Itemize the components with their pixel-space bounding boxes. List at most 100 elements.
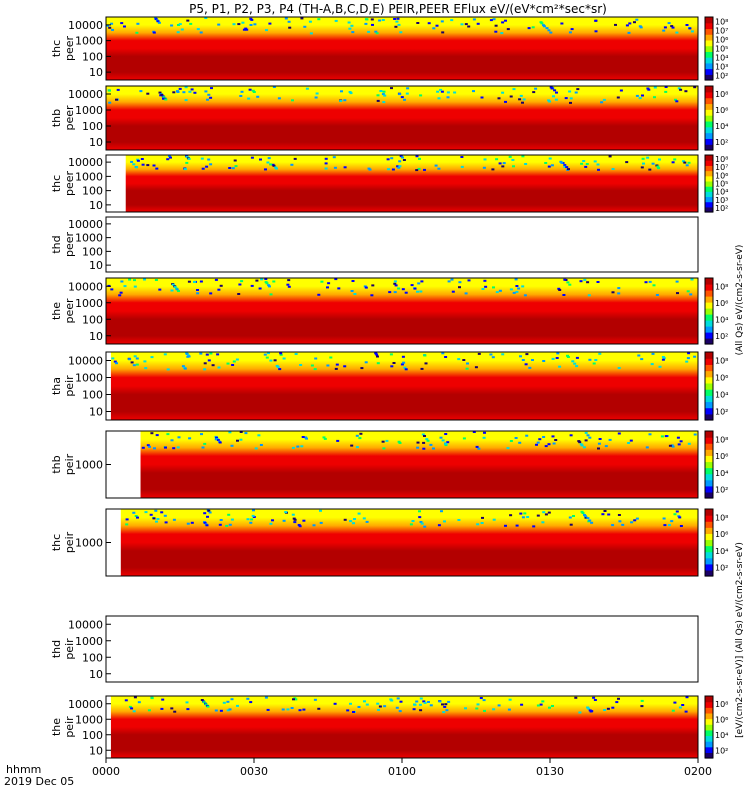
y-tick-label: 1000	[75, 372, 103, 385]
colorbar-swatch	[705, 718, 713, 725]
noise-pixel	[491, 356, 495, 359]
noise-pixel	[457, 519, 461, 521]
noise-pixel	[524, 163, 528, 165]
noise-pixel	[465, 367, 469, 370]
noise-pixel	[464, 292, 468, 295]
colorbar: 10² 10⁴ 10⁶ 10⁸	[704, 85, 728, 151]
noise-pixel	[187, 280, 191, 283]
noise-pixel	[635, 94, 639, 97]
noise-pixel	[136, 516, 139, 519]
colorbar: 10² 10⁴ 10⁶ 10⁸	[704, 508, 728, 577]
noise-pixel	[422, 441, 426, 444]
noise-pixel	[611, 291, 615, 294]
panel-frame	[105, 16, 699, 81]
noise-pixel	[225, 524, 229, 527]
noise-pixel	[248, 88, 252, 91]
noise-pixel	[646, 156, 650, 159]
noise-pixel	[350, 290, 354, 292]
noise-pixel	[688, 27, 692, 30]
noise-pixel	[540, 22, 544, 25]
noise-pixel	[614, 23, 617, 26]
noise-pixel	[588, 709, 592, 712]
panel-10: 10 100 1000 10000 thepeir 10² 10⁴ 10⁶ 10⁸	[50, 695, 728, 759]
noise-pixel	[519, 355, 522, 358]
noise-pixel	[172, 518, 176, 521]
noise-pixel	[593, 160, 597, 163]
noise-pixel	[144, 511, 148, 514]
noise-pixel	[483, 158, 487, 161]
noise-pixel	[509, 288, 513, 291]
noise-pixel	[324, 167, 328, 170]
noise-pixel	[314, 96, 318, 99]
colorbar-swatch	[705, 115, 713, 122]
noise-pixel	[156, 518, 160, 520]
noise-pixel	[515, 285, 519, 287]
noise-pixel	[492, 708, 496, 711]
noise-pixel	[682, 160, 685, 163]
noise-pixel	[648, 280, 652, 283]
spectrogram-image	[106, 86, 698, 150]
noise-pixel	[169, 156, 172, 159]
noise-pixel	[383, 94, 387, 97]
noise-pixel	[132, 511, 136, 514]
noise-pixel	[551, 435, 555, 438]
noise-pixel	[376, 99, 380, 102]
colorbar-unit-label-top: (All Qs) eV/(cm2-s-sr-eV)	[735, 245, 745, 356]
noise-pixel	[244, 27, 248, 30]
noise-pixel	[475, 707, 479, 710]
noise-pixel	[217, 23, 221, 26]
noise-pixel	[388, 291, 392, 294]
noise-pixel	[504, 19, 507, 22]
noise-pixel	[308, 20, 312, 23]
y-tick-label: 100	[82, 185, 103, 198]
noise-pixel	[685, 164, 689, 167]
noise-pixel	[690, 30, 694, 33]
noise-pixel	[608, 155, 612, 158]
noise-pixel	[154, 18, 158, 21]
noise-pixel	[303, 25, 307, 28]
noise-pixel	[364, 18, 368, 21]
noise-pixel	[279, 352, 283, 355]
noise-pixel	[362, 517, 366, 520]
noise-pixel	[228, 431, 232, 434]
noise-pixel	[447, 280, 451, 283]
noise-pixel	[480, 96, 484, 99]
noise-pixel	[685, 696, 689, 699]
colorbar-swatch	[705, 314, 713, 321]
noise-pixel	[108, 26, 112, 29]
colorbar-swatch	[705, 45, 713, 52]
noise-pixel	[466, 362, 469, 365]
y-tick-label: 1000	[75, 232, 103, 245]
noise-pixel	[376, 702, 380, 705]
spectrogram-noise	[125, 509, 683, 528]
noise-pixel	[209, 292, 213, 295]
noise-pixel	[150, 697, 154, 700]
noise-pixel	[539, 703, 543, 706]
noise-pixel	[184, 99, 188, 102]
noise-pixel	[386, 158, 390, 161]
noise-pixel	[189, 22, 193, 25]
noise-pixel	[531, 359, 534, 361]
noise-pixel	[413, 287, 417, 290]
noise-pixel	[132, 364, 136, 367]
colorbar-tick-label: 10⁶	[715, 715, 728, 724]
spectrogram-noise	[106, 17, 694, 35]
noise-pixel	[422, 447, 426, 450]
noise-pixel	[460, 23, 464, 26]
noise-pixel	[400, 363, 404, 366]
noise-pixel	[462, 359, 466, 361]
noise-pixel	[106, 24, 110, 27]
noise-pixel	[396, 165, 400, 168]
noise-pixel	[544, 162, 548, 164]
noise-pixel	[416, 22, 420, 24]
noise-pixel	[216, 353, 220, 356]
noise-pixel	[123, 25, 126, 28]
noise-pixel	[421, 433, 425, 436]
x-tick-label: 0000	[92, 765, 120, 778]
noise-pixel	[425, 438, 429, 441]
noise-pixel	[282, 357, 286, 360]
noise-pixel	[357, 512, 361, 515]
noise-pixel	[441, 352, 445, 355]
noise-pixel	[435, 24, 439, 27]
